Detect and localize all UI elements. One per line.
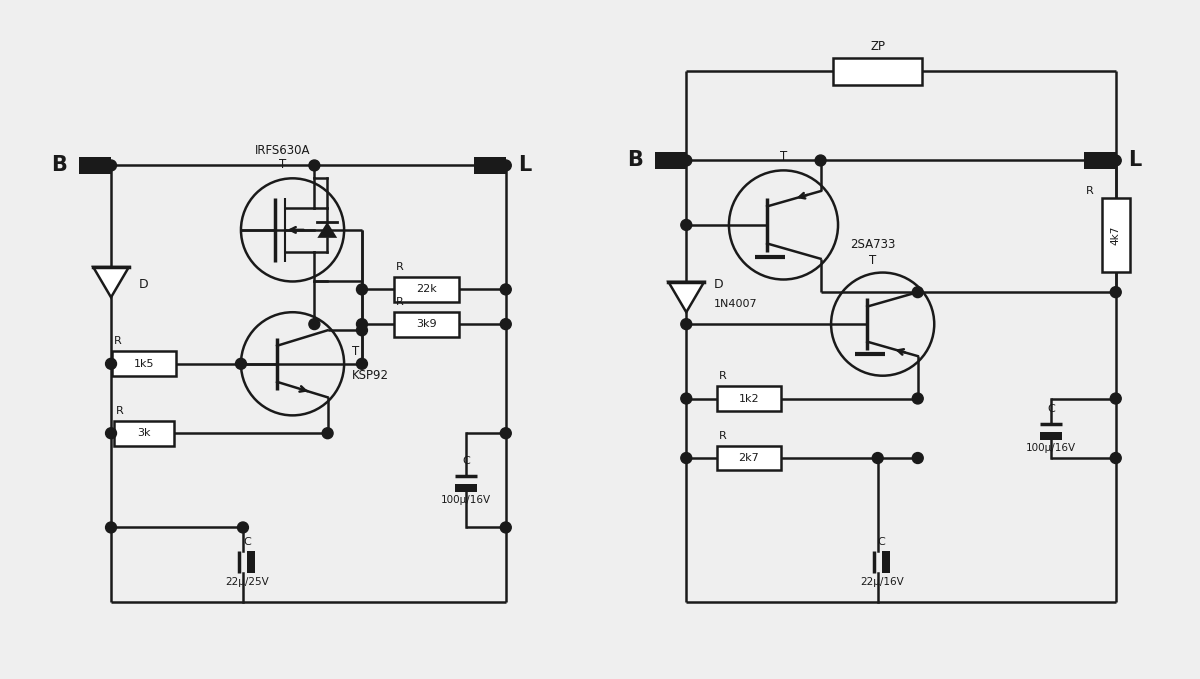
- Circle shape: [356, 318, 367, 329]
- Text: B: B: [626, 151, 643, 170]
- Polygon shape: [94, 267, 128, 297]
- Circle shape: [356, 284, 367, 295]
- Text: +: +: [871, 64, 884, 79]
- Text: KSP92: KSP92: [352, 369, 389, 382]
- Circle shape: [872, 453, 883, 464]
- Text: C: C: [878, 537, 886, 547]
- Text: L: L: [517, 155, 530, 175]
- Text: T: T: [278, 158, 287, 171]
- Circle shape: [680, 318, 691, 329]
- Bar: [654, 151, 686, 169]
- Text: 100µ/16V: 100µ/16V: [1026, 443, 1076, 453]
- Bar: [1040, 433, 1062, 440]
- Text: 1k5: 1k5: [133, 359, 154, 369]
- Circle shape: [106, 522, 116, 533]
- Text: 1k2: 1k2: [738, 394, 760, 403]
- Bar: [247, 551, 254, 573]
- Text: 22µ/25V: 22µ/25V: [226, 577, 269, 587]
- Text: C: C: [244, 537, 251, 547]
- Text: 2SA733: 2SA733: [850, 238, 895, 251]
- Circle shape: [1110, 287, 1121, 297]
- Circle shape: [106, 359, 116, 369]
- Circle shape: [106, 160, 116, 171]
- Text: R: R: [1086, 185, 1094, 196]
- Circle shape: [680, 155, 691, 166]
- Bar: [716, 445, 781, 471]
- Circle shape: [815, 155, 826, 166]
- Polygon shape: [668, 282, 704, 312]
- Circle shape: [1110, 393, 1121, 404]
- Text: T: T: [352, 346, 359, 359]
- Circle shape: [238, 522, 248, 533]
- Text: 22k: 22k: [416, 285, 437, 295]
- Text: C: C: [1048, 405, 1055, 414]
- Text: IRFS630A: IRFS630A: [254, 143, 311, 157]
- Text: R: R: [719, 430, 726, 441]
- Text: R: R: [114, 336, 121, 346]
- Circle shape: [322, 428, 334, 439]
- Circle shape: [912, 287, 923, 297]
- Text: R: R: [396, 297, 404, 307]
- Circle shape: [235, 359, 246, 369]
- Text: C: C: [462, 456, 470, 466]
- Text: 100µ/16V: 100µ/16V: [442, 495, 491, 505]
- Text: D: D: [714, 278, 724, 291]
- Bar: [112, 352, 176, 376]
- Circle shape: [680, 219, 691, 230]
- Bar: [882, 551, 889, 573]
- Text: R: R: [719, 371, 726, 381]
- Text: D: D: [139, 278, 149, 291]
- Circle shape: [308, 318, 320, 329]
- Bar: [833, 58, 923, 85]
- Bar: [114, 421, 174, 445]
- Circle shape: [308, 160, 320, 171]
- Text: 2k7: 2k7: [738, 453, 760, 463]
- Text: 3k9: 3k9: [416, 319, 437, 329]
- Bar: [474, 157, 505, 175]
- Text: ZP: ZP: [870, 40, 886, 53]
- Circle shape: [500, 160, 511, 171]
- Text: 3k: 3k: [137, 428, 150, 438]
- Bar: [394, 312, 458, 337]
- Text: B: B: [52, 155, 67, 175]
- Bar: [1102, 198, 1129, 272]
- Text: 1N4007: 1N4007: [714, 299, 757, 310]
- Circle shape: [1110, 453, 1121, 464]
- Text: L: L: [1128, 151, 1141, 170]
- Circle shape: [1110, 155, 1121, 166]
- Bar: [716, 386, 781, 411]
- Circle shape: [912, 393, 923, 404]
- Circle shape: [680, 393, 691, 404]
- Text: T: T: [780, 151, 787, 164]
- Bar: [79, 157, 112, 175]
- Bar: [1084, 151, 1116, 169]
- Circle shape: [356, 359, 367, 369]
- Bar: [394, 277, 458, 301]
- Circle shape: [500, 428, 511, 439]
- Circle shape: [680, 453, 691, 464]
- Bar: [455, 484, 478, 492]
- Polygon shape: [317, 222, 337, 238]
- Text: R: R: [396, 262, 404, 272]
- Text: 22µ/16V: 22µ/16V: [860, 577, 904, 587]
- Circle shape: [500, 318, 511, 329]
- Text: T: T: [869, 253, 876, 267]
- Text: R: R: [116, 406, 124, 416]
- Circle shape: [106, 428, 116, 439]
- Circle shape: [912, 453, 923, 464]
- Circle shape: [500, 522, 511, 533]
- Circle shape: [500, 284, 511, 295]
- Text: 4k7: 4k7: [1111, 225, 1121, 244]
- Circle shape: [356, 325, 367, 335]
